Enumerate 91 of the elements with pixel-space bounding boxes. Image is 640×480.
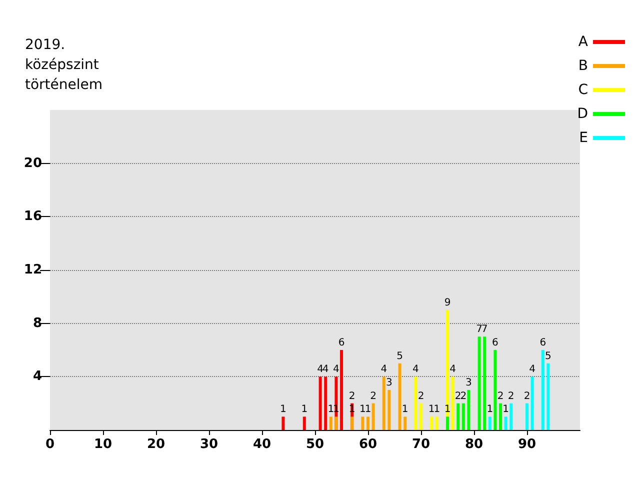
data-label: 3	[466, 378, 472, 388]
data-label: 2	[497, 390, 504, 402]
legend-label: B	[578, 58, 588, 74]
bar	[435, 416, 438, 430]
x-tick-label: 10	[94, 437, 112, 452]
data-label: 4	[412, 364, 419, 376]
bar	[404, 416, 407, 430]
data-label: 4	[380, 364, 388, 376]
data-label: 5	[396, 350, 403, 362]
bar	[462, 403, 465, 430]
data-label: 4	[333, 364, 340, 376]
bar	[302, 416, 306, 430]
data-label: 1	[434, 404, 440, 416]
data-label: 6	[492, 338, 498, 348]
bar	[340, 350, 343, 430]
data-label: 1	[402, 404, 408, 416]
bar	[451, 376, 454, 430]
y-tick-label: 16	[24, 209, 42, 224]
bar	[456, 403, 460, 430]
bar	[324, 376, 328, 430]
bar	[494, 350, 497, 430]
data-label: 1	[486, 404, 494, 416]
y-tick-label: 12	[24, 262, 42, 278]
data-label: 1	[280, 404, 286, 416]
data-label: 2	[370, 390, 376, 402]
data-label: 6	[540, 338, 546, 348]
data-label: 4	[529, 364, 536, 376]
bar	[366, 416, 370, 430]
x-tick-label: 90	[518, 437, 536, 452]
x-tick-label: 40	[252, 437, 272, 452]
data-label: 2	[524, 390, 530, 402]
bar	[282, 416, 285, 430]
bar	[361, 416, 364, 430]
bar	[414, 376, 418, 430]
bar	[430, 416, 434, 430]
data-label: 3	[386, 378, 392, 388]
data-label: 4	[322, 364, 329, 376]
x-tick-label: 20	[146, 437, 166, 452]
data-label: 1	[360, 404, 366, 416]
data-label: 1	[364, 404, 372, 416]
bar	[488, 416, 492, 430]
bar	[526, 403, 528, 430]
bar	[446, 416, 449, 430]
bar	[499, 403, 502, 430]
data-label: 2	[454, 390, 462, 402]
data-label: 6	[338, 338, 345, 348]
legend-label: A	[578, 34, 588, 50]
x-tick-label: 0	[45, 437, 55, 452]
bar	[388, 390, 391, 430]
data-label: 5	[545, 350, 552, 362]
bar	[478, 336, 481, 430]
data-label: 2	[460, 390, 467, 402]
x-tick-label: 80	[464, 437, 484, 452]
data-label: 2	[508, 390, 514, 402]
x-tick-label: 70	[412, 437, 430, 452]
bar	[420, 403, 422, 430]
bar	[372, 403, 375, 430]
bar	[382, 376, 386, 430]
data-label: 9	[444, 298, 451, 308]
data-label: 1	[301, 404, 308, 416]
bar	[510, 403, 513, 430]
data-label: 1	[428, 404, 435, 416]
data-label: 7	[476, 324, 482, 336]
bar	[504, 416, 508, 430]
x-tick-label: 30	[200, 437, 218, 452]
chart-title: 2019. középszint történelem	[25, 37, 104, 93]
bar	[546, 363, 550, 430]
bar	[483, 336, 486, 430]
legend-label: D	[577, 106, 588, 122]
bar	[467, 390, 470, 430]
bar	[318, 376, 322, 430]
data-label: 1	[502, 404, 509, 416]
data-label: 4	[317, 364, 324, 376]
x-tick-label: 50	[306, 437, 324, 452]
data-label: 7	[481, 324, 488, 336]
legend-label: C	[578, 82, 588, 98]
data-label: 1	[328, 404, 334, 416]
x-tick-label: 60	[358, 437, 378, 452]
bar	[329, 416, 332, 430]
data-label: 4	[450, 364, 456, 376]
bar	[334, 416, 338, 430]
y-tick-label: 4	[32, 369, 42, 384]
bar	[350, 416, 354, 430]
y-tick-label: 8	[32, 316, 42, 331]
y-tick-label: 20	[24, 156, 42, 171]
bar	[398, 363, 402, 430]
data-label: 2	[418, 390, 424, 402]
legend-label: E	[579, 130, 588, 146]
bar	[541, 350, 544, 430]
bar	[530, 376, 534, 430]
data-label: 2	[348, 390, 356, 402]
